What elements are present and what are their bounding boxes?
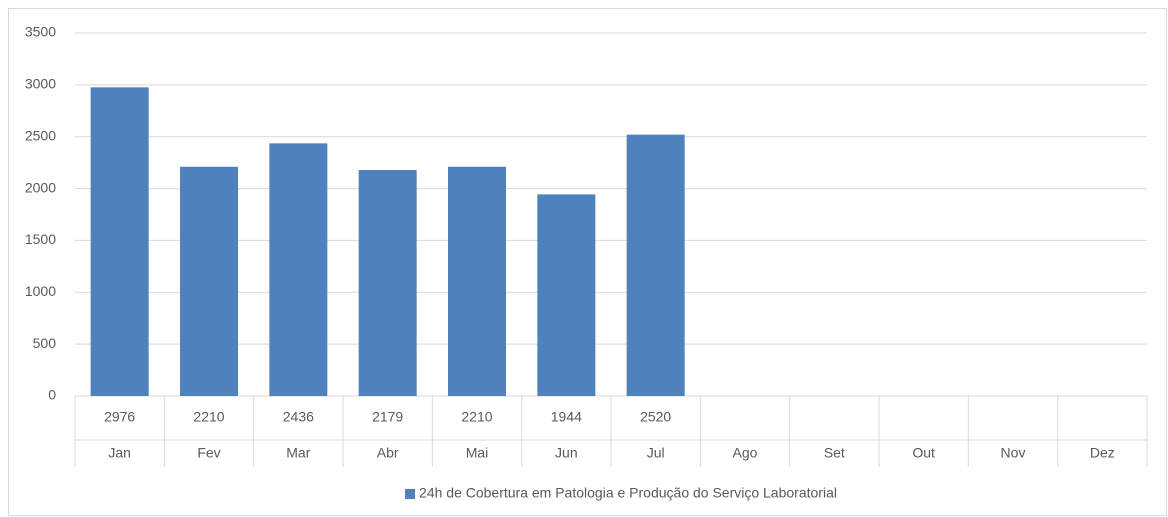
table-value: 2976 bbox=[104, 409, 135, 425]
legend-label: 24h de Cobertura em Patologia e Produção… bbox=[419, 485, 837, 501]
table-value: 2210 bbox=[461, 409, 492, 425]
x-tick-label: Abr bbox=[377, 445, 399, 461]
x-tick-label: Fev bbox=[197, 445, 220, 461]
x-tick-label: Jun bbox=[555, 445, 578, 461]
x-tick-label: Ago bbox=[733, 445, 758, 461]
x-tick-label: Set bbox=[824, 445, 845, 461]
x-tick-label: Jul bbox=[647, 445, 665, 461]
table-value: 2210 bbox=[193, 409, 224, 425]
x-tick-label: Dez bbox=[1090, 445, 1115, 461]
bar bbox=[358, 170, 417, 396]
y-tick-label: 0 bbox=[48, 387, 56, 403]
x-tick-label: Mai bbox=[466, 445, 489, 461]
table-value: 2179 bbox=[372, 409, 403, 425]
legend-swatch bbox=[405, 489, 416, 499]
chart-border bbox=[8, 8, 1167, 516]
bar bbox=[90, 87, 149, 396]
x-tick-label: Out bbox=[912, 445, 935, 461]
table-value: 2520 bbox=[640, 409, 671, 425]
bar bbox=[626, 134, 685, 396]
y-tick-label: 2500 bbox=[25, 127, 56, 143]
table-value: 2436 bbox=[283, 409, 314, 425]
table-value: 1944 bbox=[551, 409, 582, 425]
y-tick-label: 1000 bbox=[25, 283, 56, 299]
bar bbox=[448, 166, 506, 396]
y-tick-label: 3500 bbox=[25, 24, 56, 40]
bar bbox=[537, 194, 596, 396]
x-tick-label: Mar bbox=[286, 445, 310, 461]
x-tick-label: Jan bbox=[108, 445, 131, 461]
x-tick-label: Nov bbox=[1001, 445, 1026, 461]
y-tick-label: 2000 bbox=[25, 179, 56, 195]
y-tick-label: 500 bbox=[33, 335, 57, 351]
y-tick-label: 1500 bbox=[25, 231, 56, 247]
bar bbox=[180, 166, 238, 396]
y-tick-label: 3000 bbox=[25, 76, 56, 92]
bar bbox=[269, 143, 328, 396]
